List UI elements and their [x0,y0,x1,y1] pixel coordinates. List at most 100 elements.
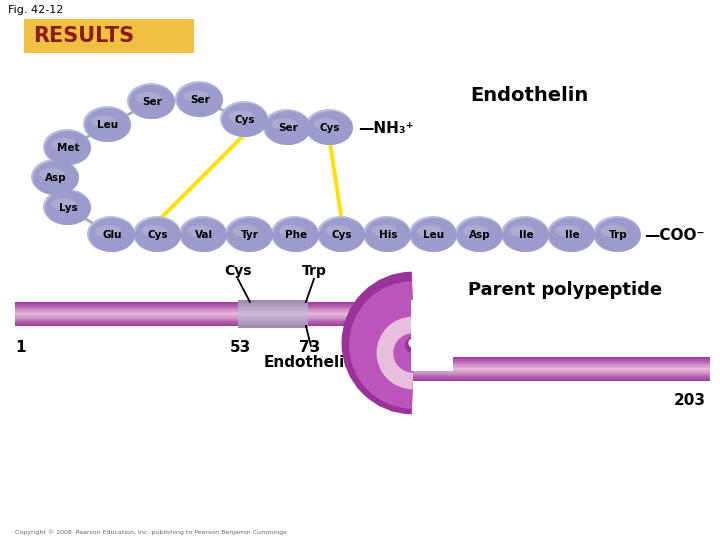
Polygon shape [15,320,395,321]
Ellipse shape [319,218,365,252]
Text: Ser: Ser [142,97,162,107]
Text: Asp: Asp [469,230,491,240]
Text: Copyright © 2008  Pearson Education, Inc. publishing to Pearson Benjamin Cumming: Copyright © 2008 Pearson Education, Inc.… [15,529,287,535]
Polygon shape [238,318,308,320]
Text: Trp: Trp [608,230,627,240]
Ellipse shape [220,101,268,137]
Ellipse shape [313,118,338,130]
Ellipse shape [83,106,131,142]
Ellipse shape [455,216,503,252]
Text: Tyr: Tyr [241,230,259,240]
Ellipse shape [177,83,223,117]
Text: Cys: Cys [148,230,168,240]
Text: Endothelin: Endothelin [264,355,356,370]
Text: Fig. 42-12: Fig. 42-12 [8,5,63,15]
Polygon shape [238,310,308,311]
Ellipse shape [409,216,457,252]
Ellipse shape [87,216,135,252]
Text: Ile: Ile [518,230,534,240]
Polygon shape [413,375,710,376]
Polygon shape [15,303,395,305]
Polygon shape [15,318,395,319]
Ellipse shape [135,92,161,104]
Text: Glu: Glu [102,230,122,240]
Ellipse shape [228,110,253,122]
Polygon shape [15,325,395,326]
Ellipse shape [184,90,209,102]
Text: 203: 203 [674,393,706,408]
Ellipse shape [601,225,626,237]
Polygon shape [413,379,710,380]
Ellipse shape [411,218,457,252]
Polygon shape [15,312,395,313]
Polygon shape [413,372,710,373]
Polygon shape [413,364,710,366]
Ellipse shape [595,218,641,252]
Ellipse shape [85,108,131,142]
Polygon shape [413,376,710,377]
Ellipse shape [222,103,268,137]
Polygon shape [238,324,308,325]
Polygon shape [238,325,308,327]
Text: 1: 1 [15,340,25,355]
Polygon shape [413,370,710,372]
Polygon shape [15,323,395,325]
Ellipse shape [181,218,227,252]
Text: Leu: Leu [97,120,119,130]
Polygon shape [413,366,710,367]
Text: Val: Val [195,230,213,240]
Polygon shape [238,307,308,308]
Ellipse shape [503,218,549,252]
FancyBboxPatch shape [24,19,194,53]
Ellipse shape [127,83,175,119]
Polygon shape [238,313,308,314]
Ellipse shape [51,138,76,150]
Polygon shape [413,361,710,362]
Polygon shape [15,307,395,308]
Ellipse shape [305,109,353,145]
Ellipse shape [175,81,223,117]
Polygon shape [15,308,395,309]
Polygon shape [238,320,308,321]
Text: 53: 53 [229,340,251,355]
Text: Ile: Ile [564,230,579,240]
Polygon shape [15,313,395,314]
Ellipse shape [555,225,580,237]
Polygon shape [238,303,308,304]
Text: —NH₃⁺: —NH₃⁺ [358,120,413,136]
Ellipse shape [45,191,91,225]
Text: Phe: Phe [285,230,307,240]
Ellipse shape [45,131,91,165]
Ellipse shape [227,218,273,252]
Text: Ser: Ser [278,123,298,133]
Text: Cys: Cys [332,230,352,240]
Text: RESULTS: RESULTS [33,26,134,46]
Polygon shape [413,363,710,364]
Polygon shape [238,301,308,303]
Text: Ser: Ser [190,95,210,105]
Ellipse shape [271,216,319,252]
Ellipse shape [549,218,595,252]
Polygon shape [413,368,710,369]
Ellipse shape [547,216,595,252]
Text: Lys: Lys [58,203,77,213]
Text: Trp: Trp [302,264,326,278]
Ellipse shape [593,216,641,252]
Polygon shape [413,377,710,379]
Polygon shape [15,322,395,323]
Polygon shape [413,380,710,381]
Ellipse shape [363,216,411,252]
Polygon shape [15,319,395,320]
Text: His: His [379,230,397,240]
Polygon shape [15,310,395,312]
Polygon shape [238,327,308,328]
Polygon shape [15,309,395,310]
Text: Cys: Cys [235,115,255,125]
Polygon shape [411,300,453,371]
Ellipse shape [40,168,65,180]
Ellipse shape [129,85,175,119]
Ellipse shape [325,225,351,237]
Polygon shape [238,317,308,318]
Ellipse shape [317,216,365,252]
Polygon shape [238,311,308,313]
